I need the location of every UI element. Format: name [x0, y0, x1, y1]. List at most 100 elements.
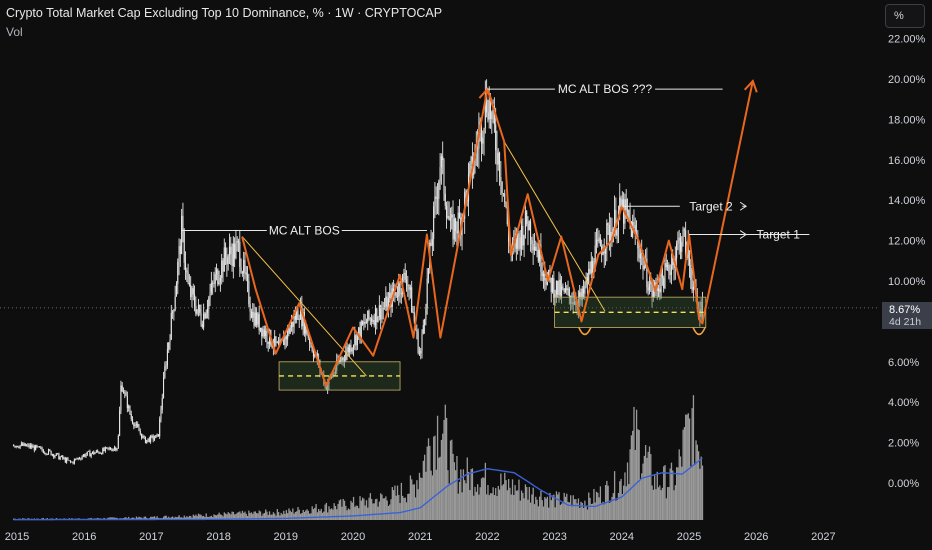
volume-bar	[371, 498, 373, 520]
price-candle-body	[422, 325, 424, 334]
volume-bar	[498, 489, 501, 520]
volume-layer	[13, 395, 704, 521]
price-candle-body	[29, 445, 31, 448]
volume-bar	[593, 488, 595, 520]
volume-bar	[568, 502, 571, 520]
volume-bar	[345, 505, 347, 520]
percent-scale-button[interactable]: %	[885, 4, 925, 28]
price-candle-body	[244, 260, 246, 273]
price-candle-body	[98, 451, 100, 454]
price-candle-body	[208, 298, 210, 310]
price-candle-body	[148, 438, 150, 442]
volume-bar	[287, 513, 289, 520]
price-candle-body	[289, 327, 291, 334]
price-candle-body	[389, 292, 391, 299]
price-candle-body	[297, 310, 299, 320]
price-candle-body	[399, 283, 401, 294]
price-candle-body	[131, 418, 134, 424]
price-candle-body	[532, 243, 534, 251]
volume-bar	[563, 492, 565, 520]
price-candle-body	[230, 246, 232, 255]
volume-bar	[455, 470, 457, 520]
volume-bar	[391, 487, 393, 520]
volume-bar	[285, 510, 288, 520]
price-candle-body	[130, 414, 132, 419]
volume-bar	[515, 490, 518, 520]
price-candle-body	[420, 350, 422, 354]
price-candle-body	[518, 233, 520, 238]
price-candle-body	[60, 455, 63, 458]
volume-bar	[630, 435, 633, 520]
volume-bar	[548, 507, 550, 520]
volume-bar	[330, 508, 333, 520]
price-candle-body	[567, 288, 569, 291]
price-candle-body	[590, 260, 592, 274]
volume-bar	[361, 497, 364, 520]
price-candle-body	[553, 278, 555, 298]
volume-bar	[675, 467, 678, 520]
volume-bar	[473, 495, 475, 520]
y-tick-label: 20.00%	[888, 74, 926, 86]
price-candle-body	[249, 304, 251, 312]
x-tick-label: 2019	[274, 531, 298, 543]
volume-bar	[603, 504, 605, 520]
x-tick-label: 2024	[610, 531, 634, 543]
price-candle-body	[299, 305, 302, 320]
price-candle-body	[506, 206, 508, 225]
price-candle-body	[630, 221, 632, 237]
price-candle-body	[438, 181, 440, 199]
price-candle-body	[663, 277, 665, 289]
volume-bar	[281, 514, 284, 520]
volume-bar	[528, 487, 530, 520]
volume-bar	[193, 515, 196, 520]
volume-bar	[111, 517, 113, 520]
volume-bar	[510, 494, 512, 520]
price-candle-body	[584, 285, 586, 294]
price-candle-body	[63, 457, 65, 459]
price-candle-body	[204, 313, 206, 319]
price-candle-body	[642, 252, 644, 270]
volume-bar	[598, 497, 600, 520]
price-candle-body	[144, 436, 147, 443]
price-candle-body	[381, 309, 383, 320]
volume-bar	[564, 496, 567, 520]
volume-bar	[209, 516, 211, 520]
price-candle-body	[288, 328, 290, 334]
volume-bar	[165, 515, 167, 520]
price-candle-body	[364, 321, 366, 324]
price-candle-body	[440, 156, 442, 168]
price-candle-body	[294, 315, 296, 320]
price-candle-body	[13, 444, 15, 447]
price-candle-body	[258, 313, 260, 331]
volume-bar	[486, 494, 488, 520]
price-candle-body	[484, 95, 486, 128]
volume-bar	[673, 490, 675, 520]
price-candle-body	[356, 333, 358, 346]
price-candle-body	[179, 246, 181, 254]
price-candle-body	[86, 451, 88, 455]
volume-bar	[192, 514, 194, 520]
price-candle-body	[368, 310, 370, 319]
x-tick-label: 2022	[475, 531, 499, 543]
price-candle-body	[434, 196, 436, 207]
price-candle-body	[469, 163, 471, 174]
volume-bar	[632, 430, 634, 520]
volume-bar	[625, 486, 627, 520]
annotation-label: Target 1	[757, 228, 801, 242]
price-candle-body	[14, 446, 16, 447]
volume-bar	[151, 516, 153, 520]
volume-bar	[332, 509, 334, 520]
volume-bar	[504, 472, 506, 520]
volume-bar	[484, 462, 487, 520]
price-candle-body	[385, 296, 387, 307]
volume-bar	[224, 513, 227, 520]
volume-bar	[187, 517, 189, 520]
price-candle-body	[504, 193, 506, 203]
price-candle-body	[579, 292, 581, 299]
volume-bar	[214, 515, 216, 520]
volume-bar	[648, 446, 651, 520]
volume-bar	[491, 493, 493, 520]
volume-bar	[522, 492, 524, 520]
price-candle-body	[446, 205, 448, 218]
